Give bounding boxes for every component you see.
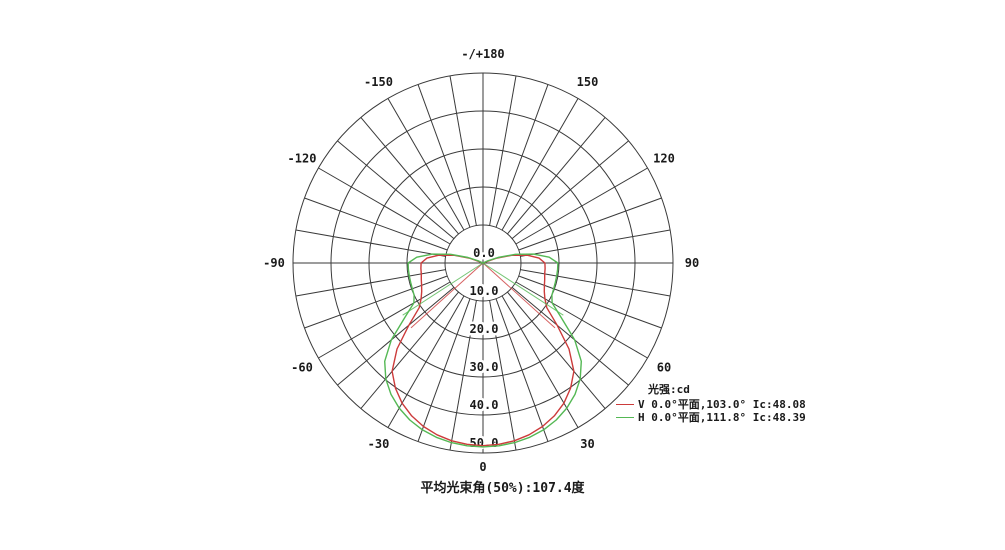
polar-spoke <box>518 275 662 329</box>
angle-label--90: -90 <box>263 256 285 270</box>
ring-label-0.0: 0.0 <box>473 246 495 260</box>
legend-item-v-plane: V 0.0°平面,103.0° Ic:48.08 <box>616 398 806 411</box>
angle-label--30: -30 <box>368 437 390 451</box>
angle-label--150: -150 <box>364 75 393 89</box>
polar-spoke <box>520 229 671 257</box>
polar-spoke <box>515 167 648 245</box>
polar-spoke <box>337 140 455 239</box>
series-chord-v <box>482 262 556 329</box>
angle-label-60: 60 <box>657 361 671 375</box>
polar-spoke <box>387 98 465 231</box>
legend-label-h-plane: H 0.0°平面,111.8° Ic:48.39 <box>638 411 806 424</box>
polar-spoke <box>295 229 446 257</box>
polar-spoke <box>495 84 549 228</box>
polar-spoke <box>449 300 477 451</box>
angle-label-150: 150 <box>577 75 599 89</box>
series-curve-h-plane <box>384 253 582 448</box>
series-chord-h <box>402 262 484 316</box>
polar-spoke <box>295 269 446 297</box>
angle-label-120: 120 <box>653 152 675 166</box>
ring-label-30.0: 30.0 <box>470 360 499 374</box>
polar-spoke <box>417 84 471 228</box>
series-curve-v-plane <box>391 254 575 447</box>
polar-spoke <box>489 300 517 451</box>
polar-spoke <box>360 291 459 409</box>
series-chord-v <box>410 262 484 329</box>
polar-spoke <box>318 281 451 359</box>
ring-label-20.0: 20.0 <box>470 322 499 336</box>
polar-spoke <box>360 117 459 235</box>
polar-spoke <box>304 275 448 329</box>
angle-label--60: -60 <box>291 361 313 375</box>
polar-spoke <box>387 295 465 428</box>
series-chord-h <box>482 262 564 316</box>
polar-spoke <box>501 295 579 428</box>
polar-spoke <box>520 269 671 297</box>
polar-spoke <box>304 197 448 251</box>
beam-angle-caption: 平均光束角(50%):107.4度 <box>420 481 585 496</box>
legend-title: 光强:cd <box>648 383 690 396</box>
polar-spoke <box>449 75 477 226</box>
angle-label-90: 90 <box>685 256 699 270</box>
polar-spoke <box>507 291 606 409</box>
polar-spoke <box>489 75 517 226</box>
polar-spoke <box>511 140 629 239</box>
ring-label-10.0: 10.0 <box>470 284 499 298</box>
angle-label--/+180: -/+180 <box>461 47 504 61</box>
legend-swatch-h-line <box>616 417 634 418</box>
chart-legend: 光强:cd V 0.0°平面,103.0° Ic:48.08 H 0.0°平面,… <box>616 383 806 424</box>
angle-label-0: 0 <box>479 460 486 474</box>
legend-item-h-plane: H 0.0°平面,111.8° Ic:48.39 <box>616 411 806 424</box>
angle-label-30: 30 <box>580 437 594 451</box>
angle-label--120: -120 <box>288 152 317 166</box>
polar-spoke <box>337 287 455 386</box>
legend-label-v-plane: V 0.0°平面,103.0° Ic:48.08 <box>638 398 806 411</box>
polar-spoke <box>501 98 579 231</box>
polar-spoke <box>318 167 451 245</box>
polar-spoke <box>417 298 471 442</box>
legend-swatch-v-line <box>616 404 634 405</box>
polar-spoke <box>511 287 629 386</box>
polar-spoke <box>495 298 549 442</box>
polar-spoke <box>518 197 662 251</box>
ring-label-40.0: 40.0 <box>470 398 499 412</box>
polar-spoke <box>507 117 606 235</box>
ring-label-50.0: 50.0 <box>470 436 499 450</box>
polar-spoke <box>515 281 648 359</box>
